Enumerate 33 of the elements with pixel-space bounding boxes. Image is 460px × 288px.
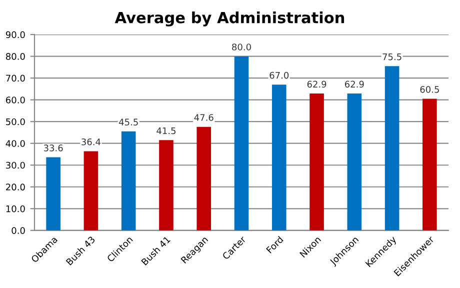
data-label: 62.9	[344, 80, 364, 88]
bar	[121, 131, 136, 230]
data-label: 33.6	[44, 144, 63, 152]
data-label: 47.6	[194, 114, 214, 121]
data-label: 80.0	[232, 44, 251, 50]
y-tick-label: 70.0	[6, 74, 25, 82]
bar	[384, 66, 400, 230]
bar	[422, 98, 437, 230]
y-tick-label: 30.0	[6, 162, 25, 169]
y-tick-label: 80.0	[6, 53, 25, 60]
bar	[84, 151, 98, 230]
y-tick-label: 40.0	[6, 140, 25, 147]
bar	[272, 84, 286, 230]
y-tick-label: 0.0	[12, 227, 25, 234]
data-label: 75.5	[382, 53, 402, 60]
data-label: 67.0	[270, 72, 289, 79]
y-tick-label: 60.0	[6, 96, 25, 104]
y-tick-label: 90.0	[6, 31, 25, 38]
chart-title: Average by Administration	[114, 12, 344, 26]
bar	[159, 140, 174, 230]
bar	[347, 94, 362, 230]
data-label: 41.5	[156, 127, 176, 134]
data-label: 62.9	[307, 80, 326, 88]
bar	[234, 56, 249, 230]
bar	[46, 157, 60, 230]
y-tick-label: 20.0	[6, 184, 25, 190]
bar	[310, 94, 324, 230]
data-label: 60.5	[420, 86, 439, 93]
y-tick-label: 10.0	[6, 205, 25, 212]
data-label: 36.4	[82, 138, 100, 146]
y-tick-label: 50.0	[6, 118, 25, 126]
data-label: 45.5	[118, 118, 138, 126]
bar	[196, 126, 212, 230]
